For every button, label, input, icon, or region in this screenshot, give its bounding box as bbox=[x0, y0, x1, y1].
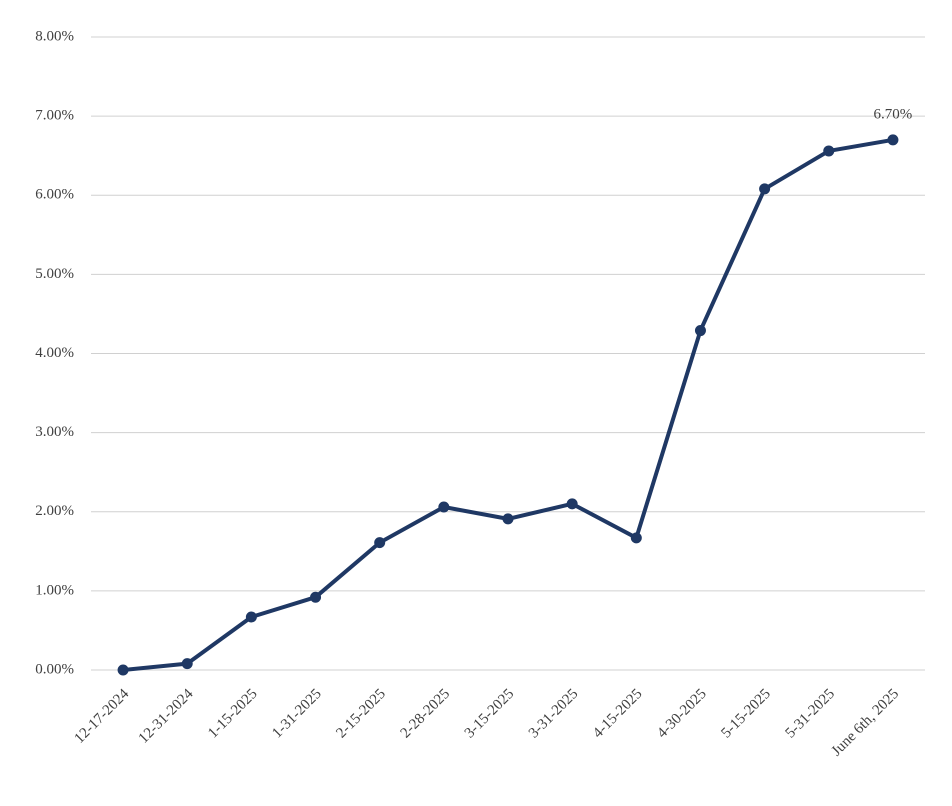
point bbox=[117, 664, 129, 676]
point bbox=[245, 611, 257, 623]
x-tick-label: 4-15-2025 bbox=[590, 686, 646, 742]
x-tick-label: 5-15-2025 bbox=[718, 686, 774, 742]
point bbox=[438, 501, 450, 513]
y-tick-label: 7.00% bbox=[35, 108, 74, 124]
x-tick-label: June 6th, 2025 bbox=[829, 686, 902, 759]
point bbox=[566, 498, 578, 510]
y-tick-label: 1.00% bbox=[35, 582, 74, 598]
point bbox=[887, 134, 899, 146]
y-tick-label: 0.00% bbox=[35, 661, 74, 677]
y-tick-label: 2.00% bbox=[35, 503, 74, 519]
x-tick-label: 1-15-2025 bbox=[205, 686, 261, 742]
x-tick-label: 2-28-2025 bbox=[398, 686, 454, 742]
point bbox=[694, 325, 706, 337]
x-tick-label: 3-31-2025 bbox=[526, 686, 582, 742]
data-label: 6.70% bbox=[874, 106, 913, 122]
x-tick-label: 12-17-2024 bbox=[72, 686, 133, 747]
point bbox=[630, 532, 642, 544]
point bbox=[759, 183, 771, 195]
x-tick-label: 12-31-2024 bbox=[136, 686, 197, 747]
point bbox=[823, 145, 835, 157]
point bbox=[181, 658, 193, 670]
point bbox=[310, 591, 322, 603]
y-tick-label: 8.00% bbox=[35, 28, 74, 44]
x-tick-label: 4-30-2025 bbox=[654, 686, 710, 742]
y-tick-label: 3.00% bbox=[35, 424, 74, 440]
x-tick-label: 5-31-2025 bbox=[783, 686, 839, 742]
x-tick-label: 3-15-2025 bbox=[462, 686, 518, 742]
x-tick-label: 2-15-2025 bbox=[333, 686, 389, 742]
point bbox=[374, 537, 386, 549]
point bbox=[502, 513, 514, 525]
y-tick-label: 4.00% bbox=[35, 345, 74, 361]
y-tick-label: 5.00% bbox=[35, 266, 74, 282]
y-tick-label: 6.00% bbox=[35, 187, 74, 203]
x-tick-label: 1-31-2025 bbox=[269, 686, 325, 742]
